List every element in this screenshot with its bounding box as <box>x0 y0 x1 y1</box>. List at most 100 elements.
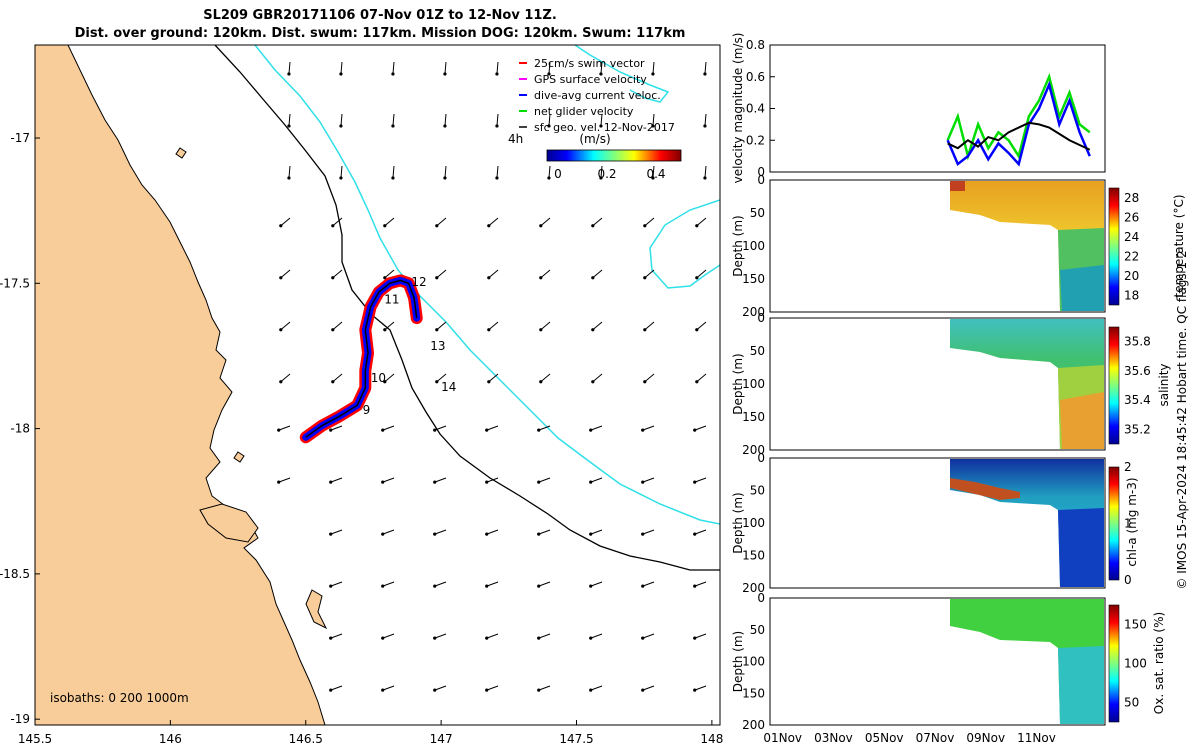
geo-vel-arrowhead <box>279 328 283 332</box>
geo-vel-arrowhead <box>641 688 645 692</box>
map-frame <box>34 44 721 726</box>
velocity-ylabel: velocity magnitude (m/s) <box>731 33 745 184</box>
vel-tick-label: 0.2 <box>746 133 765 147</box>
depth-tick-label: 50 <box>750 344 765 358</box>
geo-vel-arrow <box>330 633 343 639</box>
island-small-2 <box>233 451 245 463</box>
geo-vel-arrowhead <box>547 72 551 76</box>
geo-vel-arrowhead <box>693 584 697 588</box>
geo-vel-arrowhead <box>487 328 491 332</box>
geo-vel-arrow <box>436 373 447 383</box>
geo-vel-arrowhead <box>589 532 593 536</box>
geo-vel-arrow <box>330 529 343 535</box>
geo-vel-arrowhead <box>589 480 593 484</box>
geo-vel-arrowhead <box>381 636 385 640</box>
geo-vel-arrowhead <box>641 532 645 536</box>
geo-vel-arrowhead <box>391 176 395 180</box>
geo-vel-arrowhead <box>433 428 437 432</box>
geo-vel-arrow <box>278 477 291 483</box>
map-lon-ticks: 145.5 146 146.5 147 147.5 148 <box>18 720 723 746</box>
geo-vel-arrow <box>694 685 707 691</box>
temperature-colorbar-ticks: 18 20 22 24 26 28 <box>1124 191 1139 303</box>
geo-vel-arrow <box>392 165 395 178</box>
velocity-frame <box>769 44 1106 173</box>
geo-vel-arrow <box>488 217 499 227</box>
geo-vel-arrowhead <box>487 276 491 280</box>
geo-vel-arrowhead <box>339 124 343 128</box>
lat-tick-label: -17.5 <box>0 276 30 290</box>
geo-vel-arrowhead <box>435 328 439 332</box>
geo-vel-arrowhead <box>435 380 439 384</box>
legend-diveavg: dive-avg current veloc. <box>534 89 661 102</box>
geo-vel-arrow <box>330 581 343 587</box>
geo-vel-arrow <box>540 217 551 227</box>
geo-vel-arrowhead <box>279 380 283 384</box>
depth-tick-label: 200 <box>742 718 765 732</box>
geo-vel-arrow <box>642 685 655 691</box>
date-tick-label: 05Nov <box>865 731 904 745</box>
geo-vel-arrowhead <box>641 428 645 432</box>
depth-ylabel: Depth (m) <box>731 492 745 553</box>
geo-vel-arrow <box>538 685 551 691</box>
geo-vel-arrowhead <box>485 688 489 692</box>
colorbar-tick-label: 2 <box>1124 460 1132 474</box>
geo-vel-arrowhead <box>381 428 385 432</box>
geo-vel-arrow <box>382 477 395 483</box>
oxygen-colorbar <box>1108 604 1120 723</box>
isobath-1000-east <box>649 199 720 289</box>
geo-vel-arrowhead <box>651 124 655 128</box>
depth-ylabel: Depth (m) <box>731 353 745 414</box>
geo-vel-arrowhead <box>381 480 385 484</box>
geo-vel-arrow <box>592 373 603 383</box>
geo-vel-arrow <box>382 529 395 535</box>
day-label: 14 <box>441 380 456 394</box>
geo-vel-arrowhead <box>539 328 543 332</box>
vel-tick-label: 0.4 <box>746 102 765 116</box>
geo-vel-arrowhead <box>331 328 335 332</box>
velocity-panel: 0 0.2 0.4 0.6 0.8 velocity magnitude (m/s) <box>731 33 1106 184</box>
geo-vel-arrow <box>592 269 603 279</box>
geo-vel-arrow <box>694 529 707 535</box>
geo-vel-arrow <box>486 581 499 587</box>
geo-vel-arrowhead <box>537 636 541 640</box>
velocity-line <box>946 80 1091 167</box>
chla-deep <box>1058 508 1104 587</box>
vel-tick-label: 0.8 <box>746 38 765 52</box>
colorbar-tick-label: 50 <box>1124 696 1139 710</box>
geo-vel-arrow <box>288 165 291 178</box>
chla-panel: chl-a (mg m-3) 0 1 2 <box>769 457 1139 589</box>
geo-vel-arrow <box>538 529 551 535</box>
geo-vel-arrow <box>392 61 395 74</box>
salinity-deep-orange <box>1060 392 1104 449</box>
geo-vel-arrowhead <box>693 480 697 484</box>
isobath-200 <box>214 45 720 571</box>
salinity-label: salinity <box>1157 363 1171 406</box>
chla-colorbar <box>1108 466 1120 581</box>
geo-vel-arrowhead <box>703 176 707 180</box>
geo-vel-arrow <box>696 269 707 279</box>
depth-tick-label: 0 <box>757 311 765 325</box>
depth-tick-label: 150 <box>742 272 765 286</box>
geo-vel-arrow <box>538 581 551 587</box>
geo-vel-arrow <box>694 477 707 483</box>
geo-vel-arrowhead <box>589 636 593 640</box>
geo-vel-arrow <box>696 321 707 331</box>
geo-vel-arrowhead <box>433 532 437 536</box>
geo-vel-arrow <box>332 217 343 227</box>
geo-vel-arrowhead <box>599 124 603 128</box>
colorbar-tick-1: 0.2 <box>597 167 616 181</box>
map-lat-ticks: -17 -17.5 -18 -18.5 -19 <box>0 131 40 726</box>
colorbar-tick-label: 35.2 <box>1124 422 1151 436</box>
colorbar <box>546 149 682 162</box>
lon-tick-label: 145.5 <box>18 732 52 746</box>
geo-vel-arrowhead <box>643 276 647 280</box>
geo-vel-arrowhead <box>287 124 291 128</box>
legend-sfcgeo: sfc geo. vel. 12-Nov-2017 <box>534 121 675 134</box>
geo-vel-arrow <box>644 269 655 279</box>
geo-vel-arrowhead <box>703 72 707 76</box>
colorbar-tick-label: 20 <box>1124 269 1139 283</box>
geo-vel-arrow <box>496 113 499 126</box>
geo-vel-arrow <box>486 685 499 691</box>
geo-vel-arrowhead <box>485 428 489 432</box>
